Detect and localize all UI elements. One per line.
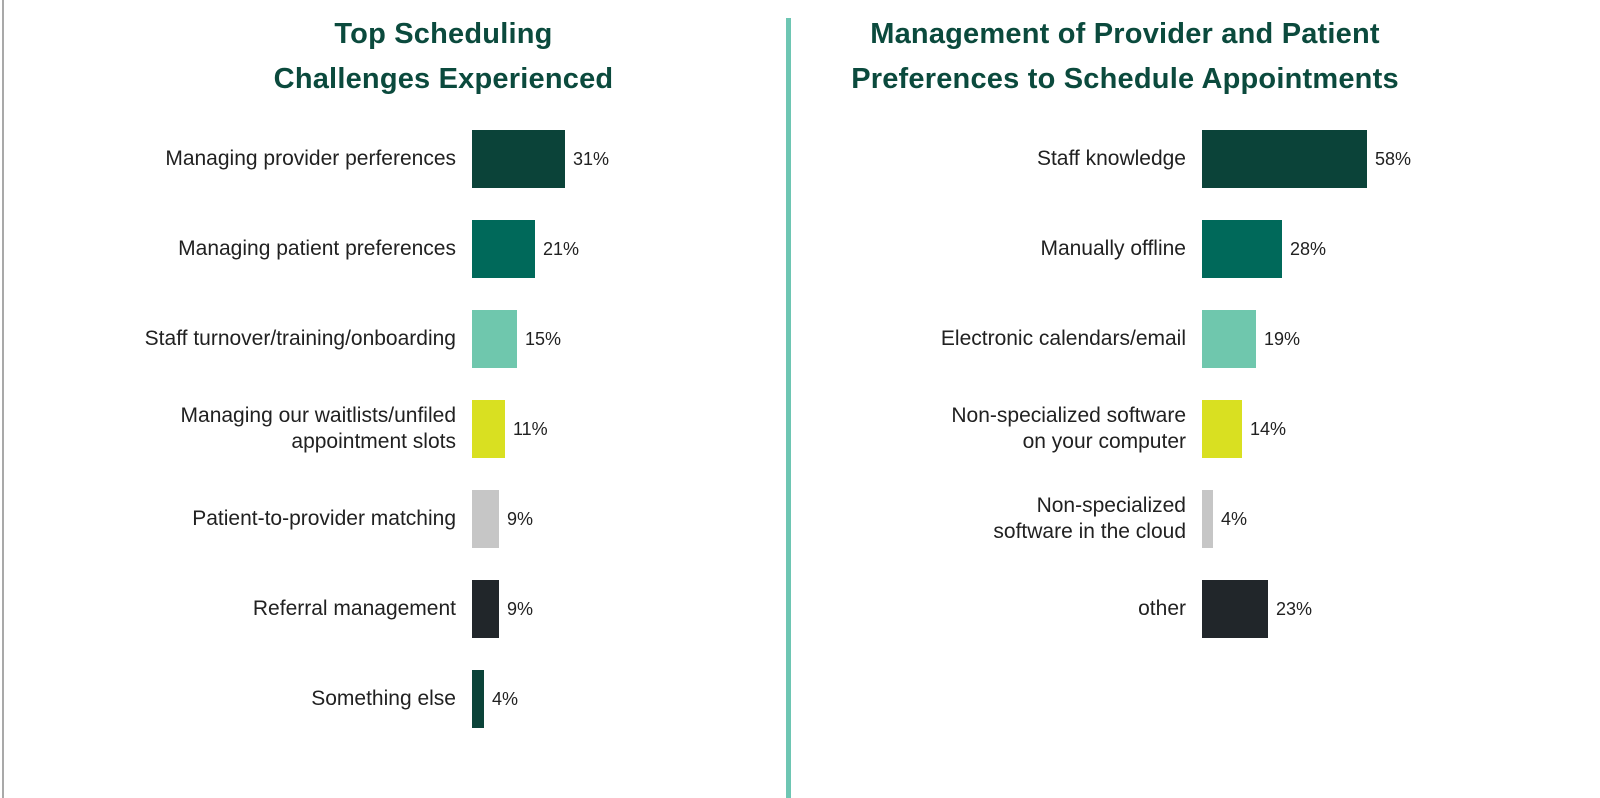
- bar: [472, 130, 565, 188]
- bar: [472, 670, 484, 728]
- value-label: 31%: [573, 148, 610, 169]
- divider-line: [786, 18, 791, 798]
- bar-row: Staff knowledge 58%: [792, 114, 1600, 204]
- bar-row: Non-specialized software on your compute…: [792, 384, 1600, 474]
- bar: [1202, 490, 1213, 548]
- category-label: Referral management: [252, 597, 456, 620]
- category-label: other: [1138, 597, 1186, 620]
- bar: [472, 400, 505, 458]
- chart-title: Management of Provider and Patient Prefe…: [851, 18, 1399, 95]
- bar: [1202, 400, 1242, 458]
- bar-rows: Managing provider perferences 31% Managing…: [0, 114, 787, 744]
- bar: [472, 220, 535, 278]
- bar-row: Manually offline 28%: [792, 204, 1600, 294]
- chart-top-scheduling-challenges: Top Scheduling Challenges Experienced Ma…: [0, 0, 787, 798]
- category-label: Managing patient preferences: [178, 237, 456, 260]
- left-border-line: [2, 0, 4, 798]
- value-label: 14%: [1250, 418, 1287, 439]
- value-label: 4%: [1221, 508, 1248, 529]
- category-label: Managing our waitlists/unfiled appointme…: [180, 404, 456, 453]
- chart-preference-management: Management of Provider and Patient Prefe…: [792, 0, 1600, 798]
- value-label: 23%: [1276, 598, 1313, 619]
- bar-row: Patient-to-provider matching 9%: [0, 474, 787, 564]
- category-label: Electronic calendars/email: [940, 327, 1186, 350]
- category-label: Non-specialized software on your compute…: [951, 404, 1186, 453]
- bar: [1202, 130, 1367, 188]
- category-label: Managing provider perferences: [165, 147, 456, 170]
- bar: [1202, 580, 1268, 638]
- chart-title: Top Scheduling Challenges Experienced: [273, 18, 614, 95]
- bar: [472, 490, 499, 548]
- value-label: 15%: [525, 328, 562, 349]
- value-label: 9%: [507, 508, 534, 529]
- bar-row: Staff turnover/training/onboarding 15%: [0, 294, 787, 384]
- bar-row: Non-specialized software in the cloud 4%: [792, 474, 1600, 564]
- value-label: 58%: [1375, 148, 1412, 169]
- category-label: Staff knowledge: [1036, 147, 1186, 170]
- value-label: 9%: [507, 598, 534, 619]
- value-label: 19%: [1264, 328, 1301, 349]
- category-label: Something else: [311, 687, 456, 710]
- bar-row: Referral management 9%: [0, 564, 787, 654]
- value-label: 21%: [543, 238, 580, 259]
- bar-row: Managing patient preferences 21%: [0, 204, 787, 294]
- bar-row: Managing provider perferences 31%: [0, 114, 787, 204]
- bar-row: Electronic calendars/email 19%: [792, 294, 1600, 384]
- bar: [1202, 220, 1282, 278]
- bar: [472, 310, 517, 368]
- category-label: Staff turnover/training/onboarding: [144, 327, 456, 350]
- bar: [1202, 310, 1256, 368]
- value-label: 11%: [513, 418, 548, 439]
- bar: [472, 580, 499, 638]
- bar-row: Something else 4%: [0, 654, 787, 744]
- bar-row: Managing our waitlists/unfiled appointme…: [0, 384, 787, 474]
- value-label: 28%: [1290, 238, 1327, 259]
- bar-rows: Staff knowledge 58% Manually offline 28% Ele…: [792, 114, 1600, 654]
- category-label: Manually offline: [1040, 237, 1186, 260]
- value-label: 4%: [492, 688, 519, 709]
- category-label: Non-specialized software in the cloud: [993, 494, 1186, 543]
- bar-row: other 23%: [792, 564, 1600, 654]
- category-label: Patient-to-provider matching: [192, 507, 456, 530]
